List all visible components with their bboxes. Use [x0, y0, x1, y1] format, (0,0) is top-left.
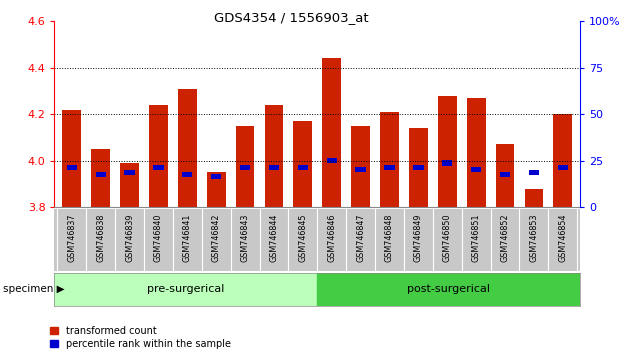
- Bar: [438, 96, 456, 207]
- Bar: [317, 273, 580, 306]
- Bar: [153, 165, 163, 170]
- Bar: [409, 128, 428, 207]
- Bar: [236, 126, 254, 207]
- Bar: [524, 189, 544, 207]
- Bar: [326, 158, 337, 163]
- Text: GSM746840: GSM746840: [154, 214, 163, 262]
- Text: GSM746837: GSM746837: [67, 214, 76, 262]
- Bar: [67, 165, 77, 170]
- Bar: [413, 165, 424, 170]
- Bar: [240, 165, 250, 170]
- Text: GSM746847: GSM746847: [356, 214, 365, 262]
- Bar: [442, 160, 453, 166]
- Text: GSM746846: GSM746846: [328, 214, 337, 262]
- Text: GSM746854: GSM746854: [558, 214, 567, 262]
- Bar: [495, 144, 514, 207]
- Text: GSM746845: GSM746845: [298, 214, 307, 262]
- Bar: [553, 114, 572, 207]
- Text: GSM746850: GSM746850: [443, 214, 452, 262]
- Bar: [182, 172, 192, 177]
- Text: GSM746849: GSM746849: [414, 214, 423, 262]
- Text: GSM746841: GSM746841: [183, 214, 192, 262]
- Text: GSM746852: GSM746852: [501, 214, 510, 262]
- Text: GSM746842: GSM746842: [212, 214, 221, 262]
- Bar: [124, 170, 135, 175]
- Text: GSM746839: GSM746839: [125, 214, 134, 262]
- Bar: [207, 172, 226, 207]
- Text: GSM746844: GSM746844: [269, 214, 278, 262]
- Bar: [211, 174, 221, 179]
- Legend: transformed count, percentile rank within the sample: transformed count, percentile rank withi…: [50, 326, 231, 349]
- Bar: [471, 167, 481, 172]
- Bar: [178, 88, 197, 207]
- Bar: [467, 98, 485, 207]
- Text: GSM746843: GSM746843: [240, 214, 249, 262]
- Bar: [385, 165, 395, 170]
- Bar: [351, 126, 370, 207]
- Text: GSM746851: GSM746851: [472, 214, 481, 262]
- Text: GSM746848: GSM746848: [385, 214, 394, 262]
- Bar: [297, 165, 308, 170]
- Bar: [558, 165, 568, 170]
- Text: GSM746853: GSM746853: [529, 214, 538, 262]
- Bar: [149, 105, 168, 207]
- Bar: [62, 109, 81, 207]
- Bar: [265, 105, 283, 207]
- Bar: [294, 121, 312, 207]
- Bar: [91, 149, 110, 207]
- Bar: [96, 172, 106, 177]
- Bar: [269, 165, 279, 170]
- Bar: [54, 273, 317, 306]
- Bar: [500, 172, 510, 177]
- Bar: [356, 167, 366, 172]
- Text: pre-surgerical: pre-surgerical: [147, 284, 224, 295]
- Bar: [380, 112, 399, 207]
- Text: post-surgerical: post-surgerical: [407, 284, 490, 295]
- Bar: [529, 170, 539, 175]
- Text: GDS4354 / 1556903_at: GDS4354 / 1556903_at: [214, 11, 369, 24]
- Text: specimen ▶: specimen ▶: [3, 284, 65, 295]
- Bar: [121, 163, 139, 207]
- Bar: [322, 58, 341, 207]
- Text: GSM746838: GSM746838: [96, 214, 105, 262]
